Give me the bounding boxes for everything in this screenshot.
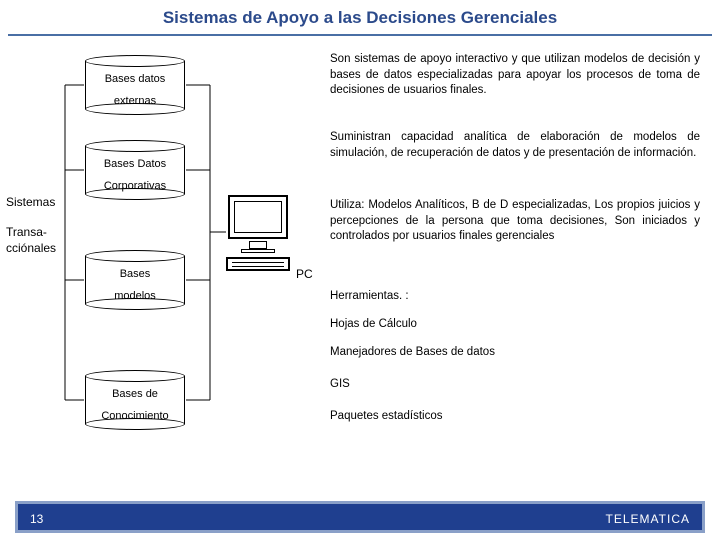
paragraph-definition: Son sistemas de apoyo interactivo y que … bbox=[330, 52, 700, 99]
label-transaccionales: Transa- cciónales bbox=[6, 225, 56, 256]
footer-bar bbox=[18, 504, 702, 530]
pc-label: PC bbox=[296, 267, 313, 281]
cylinder-label: Bases Datos bbox=[85, 158, 185, 171]
cylinder-label: externas bbox=[85, 95, 185, 108]
cylinder-bases-datos-externas: Bases datos externas bbox=[85, 55, 185, 115]
cylinder-label: Corporativas bbox=[85, 180, 185, 193]
cylinder-bases-datos-corporativas: Bases Datos Corporativas bbox=[85, 140, 185, 200]
cylinder-label: Bases datos bbox=[85, 73, 185, 86]
item-hojas-calculo: Hojas de Cálculo bbox=[330, 318, 417, 330]
page-number: 13 bbox=[30, 512, 43, 526]
cylinder-label: Bases de bbox=[85, 388, 185, 401]
cylinder-label: modelos bbox=[85, 290, 185, 303]
cylinder-bases-conocimiento: Bases de Conocimiento bbox=[85, 370, 185, 430]
page-title: Sistemas de Apoyo a las Decisiones Geren… bbox=[0, 8, 720, 28]
label-sistemas: Sistemas bbox=[6, 195, 55, 211]
paragraph-utiliza: Utiliza: Modelos Analíticos, B de D espe… bbox=[330, 198, 700, 245]
cylinder-bases-modelos: Bases modelos bbox=[85, 250, 185, 310]
paragraph-analytics: Suministran capacidad analítica de elabo… bbox=[330, 130, 700, 161]
item-paquetes-estadisticos: Paquetes estadísticos bbox=[330, 410, 443, 422]
footer-brand: TELEMATICA bbox=[606, 512, 690, 526]
item-gis: GIS bbox=[330, 378, 350, 390]
cylinder-label: Conocimiento bbox=[85, 410, 185, 423]
item-manejadores-db: Manejadores de Bases de datos bbox=[330, 346, 495, 358]
cylinder-label: Bases bbox=[85, 268, 185, 281]
title-underline bbox=[8, 34, 712, 36]
item-herramientas: Herramientas. : bbox=[330, 290, 409, 302]
